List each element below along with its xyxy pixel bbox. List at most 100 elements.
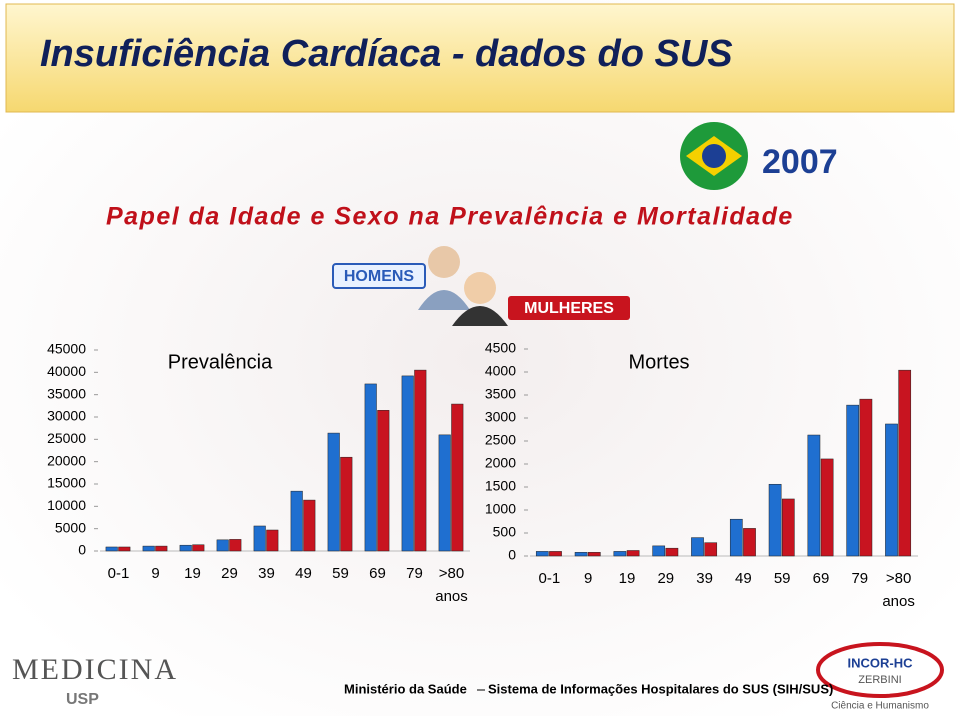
- y-tick-label: 25000: [47, 430, 86, 446]
- bar: [266, 529, 279, 552]
- legend: HOMENS MULHERES: [332, 246, 630, 326]
- bar: [743, 528, 756, 557]
- x-tick-label: 19: [619, 570, 636, 587]
- x-tick-label: 59: [332, 565, 349, 582]
- x-tick-label: 49: [735, 570, 752, 587]
- bar: [155, 545, 168, 552]
- logo-left: MEDICINA USP: [12, 653, 178, 708]
- bar: [364, 383, 377, 552]
- bar: [253, 525, 266, 552]
- bar: [768, 483, 782, 557]
- x-tick-label: 39: [258, 565, 275, 582]
- logo-text: Ciência e Humanismo: [831, 701, 929, 712]
- bar: [535, 551, 549, 557]
- x-tick-label: 9: [151, 565, 159, 582]
- x-tick-label: 9: [584, 570, 592, 587]
- bar: [691, 537, 704, 557]
- legend-label: HOMENS: [344, 268, 415, 285]
- bar: [179, 544, 192, 552]
- y-tick-label: 0: [78, 542, 86, 558]
- logo-text: USP: [66, 691, 99, 708]
- y-tick-label: 30000: [47, 408, 86, 424]
- footer-source: Ministério da Saúde: [344, 681, 467, 696]
- y-tick-label: 15000: [47, 475, 86, 491]
- x-tick-label: 0-1: [539, 570, 561, 587]
- x-tick-label: 69: [369, 565, 386, 582]
- bar: [216, 539, 229, 552]
- y-tick-label: 500: [493, 524, 517, 540]
- logo-right: INCOR-HC ZERBINI Ciência e Humanismo: [816, 642, 944, 712]
- y-tick-label: 1500: [485, 478, 516, 494]
- x-tick-label: >80: [439, 565, 464, 582]
- x-tick-label: 29: [657, 570, 674, 587]
- subtitle: Papel da Idade e Sexo na Prevalência e M…: [106, 203, 794, 231]
- x-tick-label: 79: [406, 565, 423, 582]
- y-tick-label: 5000: [55, 519, 86, 535]
- y-tick-label: 3500: [485, 386, 516, 402]
- x-tick-label: 49: [295, 565, 312, 582]
- x-tick-label: 69: [813, 570, 830, 587]
- bar: [729, 518, 743, 557]
- y-tick-label: 3000: [485, 409, 516, 425]
- x-axis-label: anos: [882, 593, 915, 610]
- bar: [377, 410, 390, 552]
- bar: [781, 498, 795, 557]
- bar: [414, 369, 427, 552]
- chart-title: Mortes: [628, 351, 689, 373]
- x-axis-label: anos: [435, 588, 468, 605]
- chart-title: Prevalência: [168, 351, 273, 373]
- y-tick-label: 4000: [485, 363, 516, 379]
- bar: [118, 546, 131, 552]
- bar: [105, 546, 118, 552]
- y-tick-label: 45000: [47, 341, 86, 357]
- bar: [438, 434, 451, 552]
- flag: [680, 122, 748, 190]
- bar: [665, 547, 679, 557]
- bar: [303, 499, 316, 552]
- y-tick-label: 2500: [485, 432, 516, 448]
- bar: [574, 552, 588, 557]
- header: [5, 3, 955, 113]
- bar: [401, 375, 414, 552]
- y-tick-label: 35000: [47, 385, 86, 401]
- x-tick-label: 79: [851, 570, 868, 587]
- bar: [549, 551, 562, 557]
- y-tick-label: 4500: [485, 340, 516, 356]
- bar: [652, 545, 666, 557]
- footer-system: Sistema de Informações Hospitalares do S…: [488, 681, 833, 696]
- y-tick-label: 20000: [47, 452, 86, 468]
- logo-text: MEDICINA: [12, 653, 178, 686]
- y-tick-label: 40000: [47, 363, 86, 379]
- bar: [807, 434, 821, 557]
- x-tick-label: 0-1: [108, 565, 130, 582]
- bar: [229, 539, 242, 552]
- legend-label: MULHERES: [524, 300, 614, 317]
- legend-swatch-women: [508, 296, 630, 320]
- bar: [142, 545, 155, 552]
- bar: [626, 550, 640, 557]
- bar: [340, 456, 353, 552]
- bar: [704, 542, 718, 557]
- year: 2007: [762, 143, 838, 181]
- bar: [587, 552, 601, 557]
- x-tick-label: 59: [774, 570, 791, 587]
- y-tick-label: 2000: [485, 455, 516, 471]
- bar: [192, 544, 205, 552]
- legend-swatch-men: [332, 263, 426, 289]
- logo-text: INCOR-HC: [848, 655, 914, 670]
- y-tick-label: 10000: [47, 497, 86, 513]
- x-tick-label: 19: [184, 565, 201, 582]
- x-tick-label: >80: [886, 570, 911, 587]
- bar: [846, 404, 860, 557]
- bar: [820, 458, 834, 557]
- x-tick-label: 29: [221, 565, 238, 582]
- title: Insuficiência Cardíaca - dados do SUS: [40, 33, 733, 75]
- y-tick-label: 1000: [485, 501, 516, 517]
- bar: [885, 423, 898, 557]
- bar: [898, 369, 912, 557]
- y-tick-label: 0: [508, 547, 516, 563]
- bar: [327, 432, 340, 552]
- x-tick-label: 39: [696, 570, 713, 587]
